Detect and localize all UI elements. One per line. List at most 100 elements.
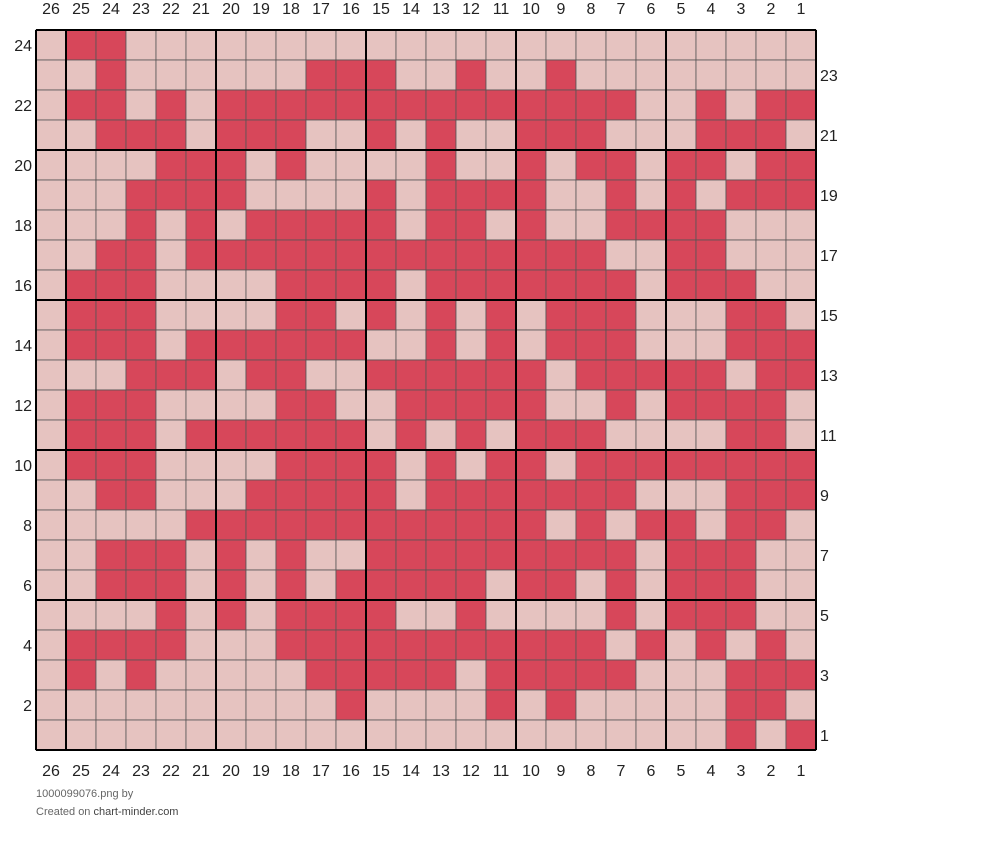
chart-cell-filled bbox=[215, 599, 247, 631]
chart-cell-filled bbox=[455, 179, 487, 211]
chart-cell-filled bbox=[395, 389, 427, 421]
chart-cell-empty bbox=[635, 29, 667, 61]
chart-cell-filled bbox=[155, 539, 187, 571]
chart-cell-filled bbox=[155, 119, 187, 151]
row-label-right: 5 bbox=[820, 608, 829, 625]
chart-cell-filled bbox=[365, 569, 397, 601]
chart-cell-empty bbox=[395, 479, 427, 511]
chart-cell-filled bbox=[365, 659, 397, 691]
chart-cell-empty bbox=[155, 659, 187, 691]
chart-cell-filled bbox=[485, 329, 517, 361]
chart-cell-filled bbox=[125, 449, 157, 481]
column-label-bottom: 1 bbox=[797, 763, 806, 780]
chart-cell-filled bbox=[785, 149, 817, 181]
chart-cell-empty bbox=[665, 479, 697, 511]
chart-cell-empty bbox=[695, 509, 727, 541]
chart-cell-empty bbox=[185, 29, 217, 61]
column-label-bottom: 23 bbox=[132, 763, 150, 780]
chart-cell-empty bbox=[395, 269, 427, 301]
chart-cell-filled bbox=[305, 629, 337, 661]
chart-cell-empty bbox=[635, 89, 667, 121]
chart-cell-empty bbox=[455, 449, 487, 481]
chart-cell-filled bbox=[545, 629, 577, 661]
chart-cell-empty bbox=[455, 119, 487, 151]
chart-cell-filled bbox=[335, 689, 367, 721]
chart-cell-filled bbox=[215, 119, 247, 151]
chart-cell-empty bbox=[185, 449, 217, 481]
chart-cell-empty bbox=[215, 29, 247, 61]
chart-cell-filled bbox=[515, 479, 547, 511]
chart-cell-filled bbox=[125, 269, 157, 301]
chart-cell-empty bbox=[395, 299, 427, 331]
chart-cell-filled bbox=[125, 359, 157, 391]
chart-cell-empty bbox=[245, 689, 277, 721]
chart-cell-filled bbox=[305, 299, 337, 331]
chart-cell-empty bbox=[635, 59, 667, 91]
column-label-top: 16 bbox=[342, 1, 360, 18]
chart-cell-empty bbox=[695, 299, 727, 331]
chart-cell-filled bbox=[395, 419, 427, 451]
chart-cell-filled bbox=[215, 239, 247, 271]
chart-cell-empty bbox=[215, 719, 247, 751]
chart-cell-empty bbox=[65, 569, 97, 601]
row-label-right: 1 bbox=[820, 728, 829, 745]
chart-cell-filled bbox=[515, 659, 547, 691]
chart-cell-filled bbox=[725, 479, 757, 511]
chart-cell-filled bbox=[95, 389, 127, 421]
chart-cell-filled bbox=[185, 329, 217, 361]
chart-cell-empty bbox=[455, 659, 487, 691]
column-label-top: 23 bbox=[132, 1, 150, 18]
chart-cell-filled bbox=[725, 509, 757, 541]
chart-cell-filled bbox=[785, 449, 817, 481]
chart-cell-empty bbox=[365, 719, 397, 751]
chart-cell-filled bbox=[485, 179, 517, 211]
column-label-top: 1 bbox=[797, 1, 806, 18]
chart-cell-empty bbox=[95, 149, 127, 181]
chart-cell-empty bbox=[785, 389, 817, 421]
chart-cell-filled bbox=[275, 239, 307, 271]
chart-cell-filled bbox=[545, 419, 577, 451]
chart-cell-empty bbox=[305, 149, 337, 181]
chart-cell-filled bbox=[245, 239, 277, 271]
chart-cell-filled bbox=[545, 659, 577, 691]
chart-cell-empty bbox=[305, 569, 337, 601]
chart-cell-empty bbox=[155, 329, 187, 361]
column-label-bottom: 11 bbox=[493, 763, 510, 780]
chart-cell-filled bbox=[425, 479, 457, 511]
chart-cell-filled bbox=[605, 599, 637, 631]
chart-cell-empty bbox=[275, 719, 307, 751]
chart-cell-filled bbox=[335, 89, 367, 121]
chart-cell-filled bbox=[365, 239, 397, 271]
chart-cell-empty bbox=[395, 149, 427, 181]
chart-cell-filled bbox=[515, 209, 547, 241]
chart-cell-filled bbox=[275, 209, 307, 241]
chart-cell-empty bbox=[395, 689, 427, 721]
chart-cell-empty bbox=[155, 29, 187, 61]
column-label-bottom: 16 bbox=[342, 763, 360, 780]
chart-cell-empty bbox=[365, 419, 397, 451]
column-label-bottom: 19 bbox=[252, 763, 270, 780]
chart-cell-filled bbox=[335, 659, 367, 691]
chart-cell-empty bbox=[515, 599, 547, 631]
chart-cell-empty bbox=[545, 29, 577, 61]
chart-cell-filled bbox=[665, 599, 697, 631]
chart-cell-filled bbox=[515, 539, 547, 571]
chart-cell-empty bbox=[695, 719, 727, 751]
chart-cell-empty bbox=[545, 389, 577, 421]
chart-cell-filled bbox=[605, 149, 637, 181]
chart-cell-filled bbox=[455, 509, 487, 541]
column-label-top: 2 bbox=[767, 1, 776, 18]
column-label-bottom: 3 bbox=[737, 763, 746, 780]
row-label-left: 2 bbox=[23, 698, 32, 715]
footer-site-link[interactable]: chart-minder.com bbox=[93, 806, 179, 818]
chart-cell-filled bbox=[455, 539, 487, 571]
chart-cell-filled bbox=[725, 599, 757, 631]
chart-cell-filled bbox=[455, 209, 487, 241]
chart-cell-filled bbox=[65, 389, 97, 421]
chart-cell-filled bbox=[725, 329, 757, 361]
chart-cell-empty bbox=[35, 179, 67, 211]
chart-cell-filled bbox=[125, 389, 157, 421]
chart-cell-empty bbox=[725, 239, 757, 271]
chart-cell-empty bbox=[275, 59, 307, 91]
chart-cell-filled bbox=[335, 59, 367, 91]
